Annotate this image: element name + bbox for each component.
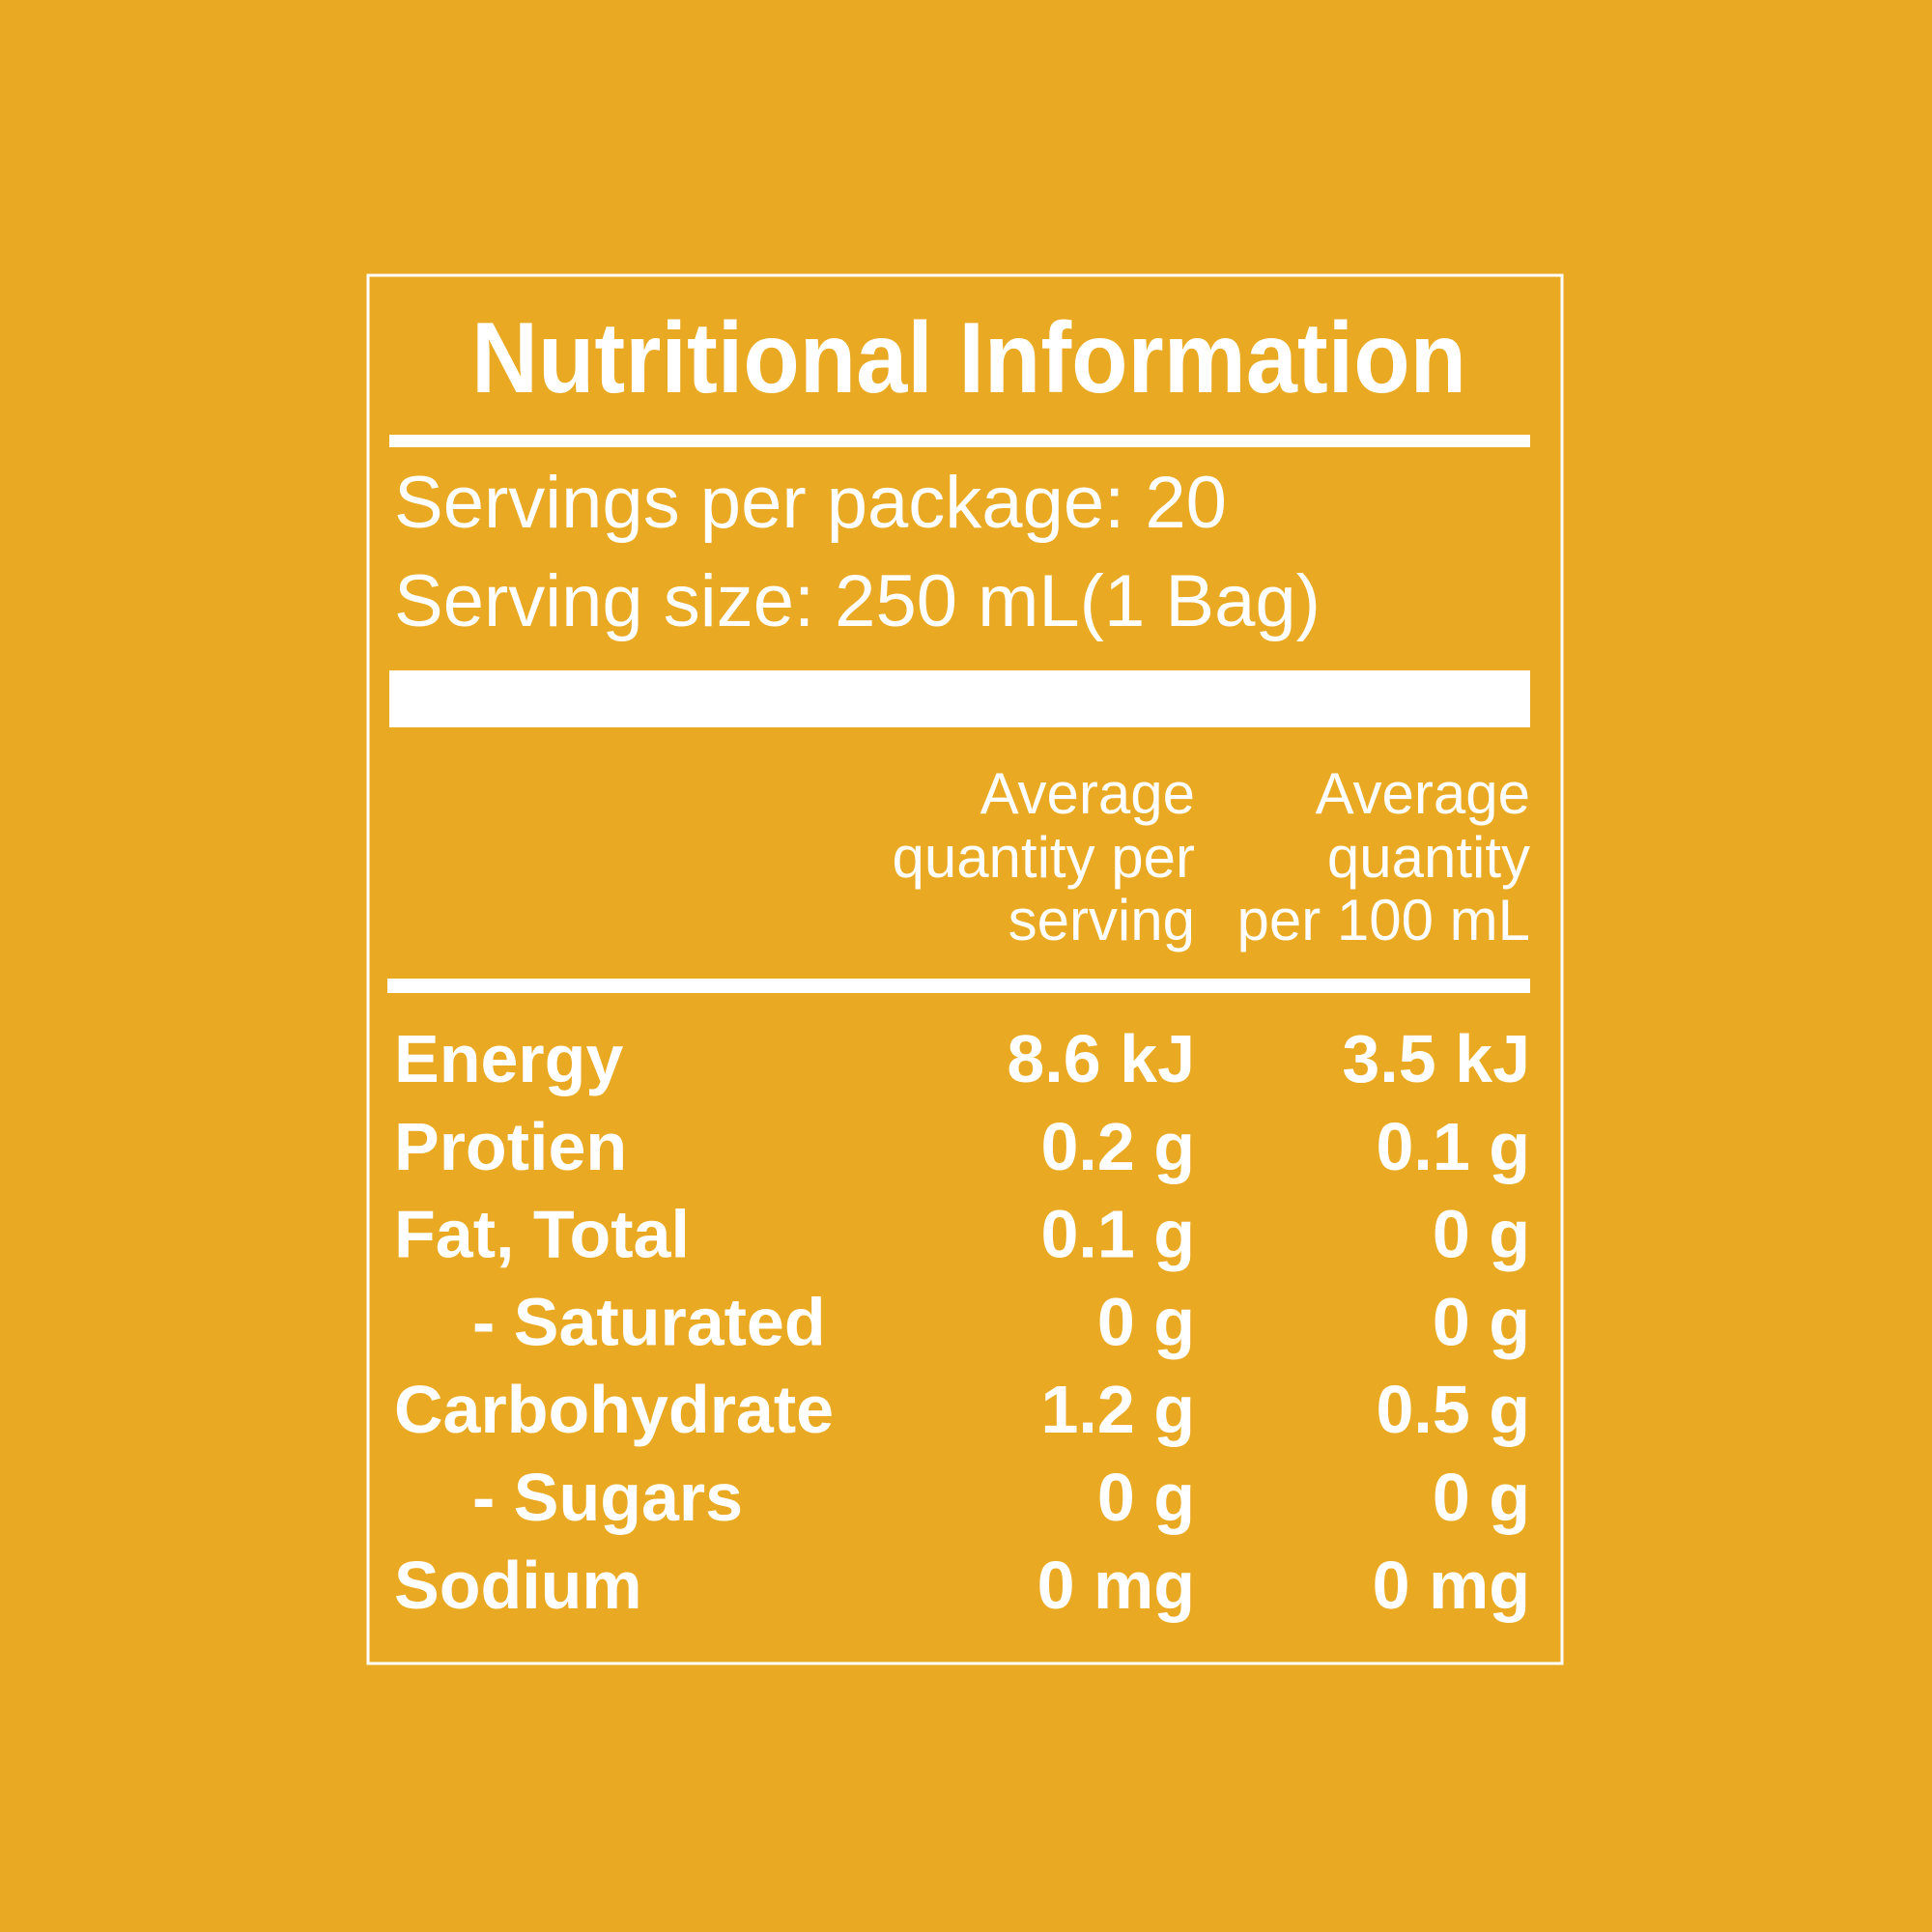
column-header: quantity per <box>892 825 1195 890</box>
per-serving-value: 0 g <box>1097 1460 1195 1535</box>
divider <box>387 979 1530 993</box>
per-serving-value: 0 mg <box>1037 1548 1195 1623</box>
serving-info: Serving size: 250 mL(1 Bag) <box>394 560 1321 642</box>
per-100ml-value: 0 g <box>1433 1460 1530 1535</box>
nutrient-name: Protien <box>394 1109 627 1184</box>
nutrient-name: Energy <box>394 1021 623 1096</box>
per-100ml-value: 3.5 kJ <box>1342 1021 1530 1096</box>
column-header: quantity <box>1327 825 1530 890</box>
per-serving-value: 0.2 g <box>1040 1109 1195 1184</box>
nutrient-name: - Saturated <box>472 1284 826 1359</box>
title: Nutritional Information <box>471 302 1466 414</box>
per-100ml-value: 0.1 g <box>1376 1109 1530 1184</box>
serving-info: Servings per package: 20 <box>394 462 1227 544</box>
nutrient-name: Carbohydrate <box>394 1372 834 1447</box>
nutrient-name: Sodium <box>394 1548 642 1623</box>
per-100ml-value: 0 g <box>1433 1197 1530 1272</box>
per-serving-value: 0.1 g <box>1040 1197 1195 1272</box>
column-header: serving <box>1009 888 1195 952</box>
nutrient-name: Fat, Total <box>394 1197 690 1272</box>
per-serving-value: 8.6 kJ <box>1007 1021 1195 1096</box>
per-serving-value: 0 g <box>1097 1284 1195 1359</box>
per-100ml-value: 0.5 g <box>1376 1372 1530 1447</box>
per-100ml-value: 0 mg <box>1373 1548 1530 1623</box>
thick-divider <box>389 670 1530 727</box>
column-header: Average <box>1316 761 1530 826</box>
nutrient-name: - Sugars <box>472 1460 743 1535</box>
divider <box>389 435 1530 447</box>
column-header: Average <box>980 761 1195 826</box>
per-100ml-value: 0 g <box>1433 1284 1530 1359</box>
label-border <box>366 273 1564 1665</box>
per-serving-value: 1.2 g <box>1040 1372 1195 1447</box>
column-header: per 100 mL <box>1236 888 1530 952</box>
